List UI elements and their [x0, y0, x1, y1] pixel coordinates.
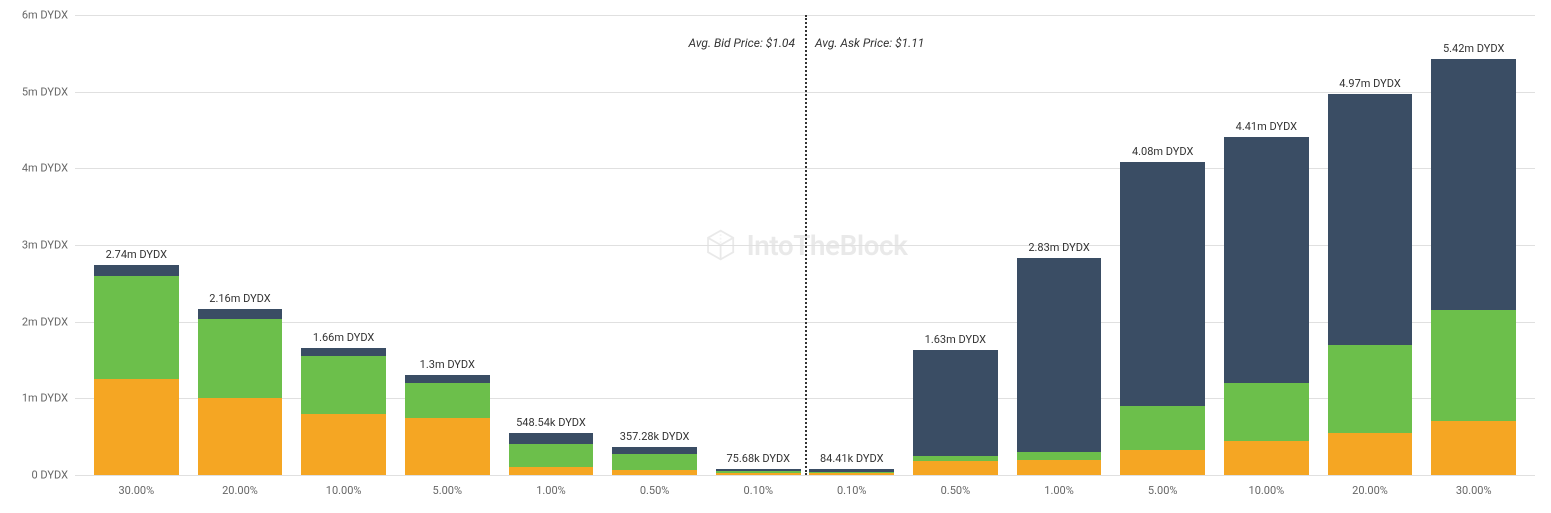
bar-segment-navy [198, 309, 283, 319]
bid-bar [301, 15, 386, 475]
bar-segment-navy [716, 469, 801, 471]
bar-segment-green [1120, 406, 1205, 450]
ask-bar [1120, 15, 1205, 475]
bar-total-label: 75.68k DYDX [727, 452, 791, 465]
bar-segment-navy [1328, 94, 1413, 345]
bar-segment-navy [1120, 162, 1205, 406]
bid-bar [405, 15, 490, 475]
bid-ask-divider [805, 15, 807, 475]
y-tick-label: 4m DYDX [22, 162, 68, 175]
y-tick-label: 3m DYDX [22, 239, 68, 252]
x-tick-label: 0.50% [640, 484, 670, 497]
bid-bar [509, 15, 594, 475]
bar-segment-green [1431, 310, 1516, 421]
bar-segment-navy [509, 433, 594, 445]
bar-segment-green [809, 472, 894, 474]
bar-segment-navy [1224, 137, 1309, 383]
x-tick-label: 0.50% [941, 484, 971, 497]
x-tick-label: 30.00% [118, 484, 154, 497]
y-tick-label: 5m DYDX [22, 85, 68, 98]
bar-segment-green [405, 383, 490, 418]
x-tick-label: 1.00% [536, 484, 566, 497]
bid-bar [612, 15, 697, 475]
x-tick-label: 20.00% [1352, 484, 1388, 497]
x-tick-label: 0.10% [837, 484, 867, 497]
bar-total-label: 357.28k DYDX [620, 430, 690, 443]
ask-bar [1224, 15, 1309, 475]
bar-segment-orange [405, 418, 490, 475]
bar-total-label: 1.63m DYDX [925, 333, 986, 346]
x-tick-label: 0.10% [744, 484, 774, 497]
bar-segment-green [1328, 345, 1413, 433]
bar-segment-green [301, 356, 386, 414]
bar-segment-orange [612, 470, 697, 475]
y-tick-label: 6m DYDX [22, 9, 68, 22]
bar-total-label: 5.42m DYDX [1443, 42, 1504, 55]
bar-segment-green [94, 276, 179, 380]
bar-segment-orange [716, 473, 801, 475]
bar-segment-green [913, 456, 998, 461]
ask-bar [1431, 15, 1516, 475]
bar-total-label: 4.08m DYDX [1132, 145, 1193, 158]
bar-segment-green [716, 471, 801, 473]
bar-segment-orange [1431, 421, 1516, 475]
bar-segment-orange [913, 461, 998, 475]
bar-total-label: 2.74m DYDX [106, 248, 167, 261]
bar-segment-orange [509, 467, 594, 475]
x-axis: 30.00% 20.00% 10.00% 5.00% 1.00% 0.50% 0.10% 0.… [75, 480, 1535, 505]
x-tick-label: 10.00% [326, 484, 362, 497]
bar-total-label: 548.54k DYDX [516, 416, 586, 429]
bar-segment-orange [1017, 460, 1102, 475]
bar-segment-orange [1224, 441, 1309, 476]
bar-segment-green [509, 444, 594, 467]
bar-segment-green [1017, 452, 1102, 460]
depth-chart: 0 DYDX 1m DYDX 2m DYDX 3m DYDX 4m DYDX 5m DYD… [0, 0, 1551, 513]
bar-segment-navy [405, 375, 490, 383]
bar-segment-navy [913, 350, 998, 456]
bar-segment-navy [301, 348, 386, 356]
x-tick-label: 5.00% [433, 484, 463, 497]
bar-total-label: 2.83m DYDX [1028, 241, 1089, 254]
bar-segment-orange [1120, 450, 1205, 475]
bar-segment-navy [612, 447, 697, 454]
x-tick-label: 5.00% [1148, 484, 1178, 497]
x-tick-label: 10.00% [1249, 484, 1285, 497]
bid-bar [198, 15, 283, 475]
bar-segment-navy [809, 469, 894, 472]
bid-bar [716, 15, 801, 475]
bar-segment-navy [1431, 59, 1516, 310]
bar-total-label: 1.66m DYDX [313, 331, 374, 344]
bar-segment-orange [301, 414, 386, 475]
bar-segment-green [612, 454, 697, 469]
bar-total-label: 2.16m DYDX [209, 292, 270, 305]
ask-bar [809, 15, 894, 475]
bar-total-label: 4.41m DYDX [1236, 120, 1297, 133]
y-tick-label: 2m DYDX [22, 315, 68, 328]
x-tick-label: 20.00% [222, 484, 258, 497]
y-tick-label: 0 DYDX [31, 469, 68, 482]
x-tick-label: 1.00% [1044, 484, 1074, 497]
bar-segment-green [198, 319, 283, 398]
gridline [75, 475, 1535, 476]
bar-segment-navy [1017, 258, 1102, 452]
bar-total-label: 4.97m DYDX [1339, 77, 1400, 90]
y-tick-label: 1m DYDX [22, 392, 68, 405]
bar-total-label: 1.3m DYDX [420, 358, 475, 371]
bar-segment-orange [1328, 433, 1413, 475]
ask-bar [913, 15, 998, 475]
bar-segment-green [1224, 383, 1309, 441]
bar-total-label: 84.41k DYDX [820, 452, 884, 465]
bid-bar [94, 15, 179, 475]
plot-area: IntoTheBlock Avg. Bid Price: $1.04Avg. A… [75, 15, 1535, 475]
bar-segment-orange [809, 473, 894, 475]
y-axis: 0 DYDX1m DYDX2m DYDX3m DYDX4m DYDX5m DYD… [0, 15, 72, 475]
x-tick-label: 30.00% [1456, 484, 1492, 497]
bar-segment-orange [94, 379, 179, 475]
bar-segment-navy [94, 265, 179, 276]
bar-segment-orange [198, 398, 283, 475]
